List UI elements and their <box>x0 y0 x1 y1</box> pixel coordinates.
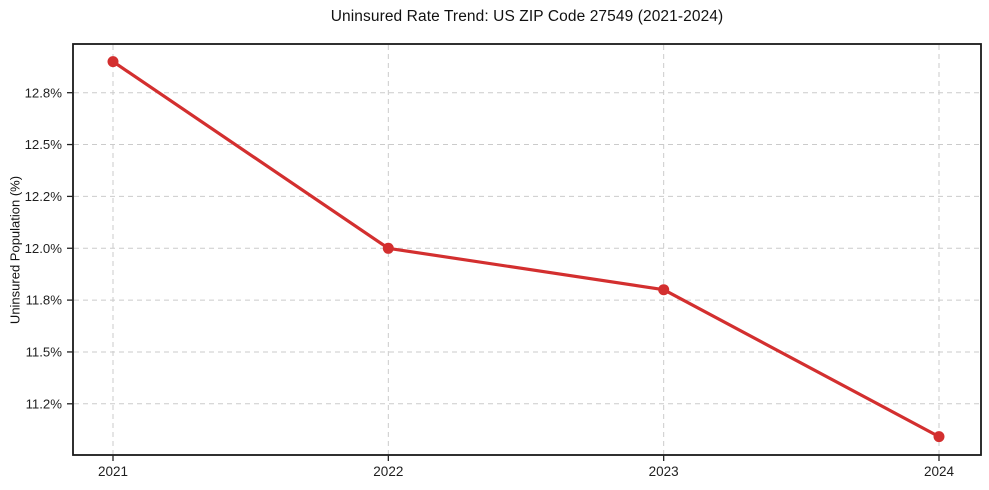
y-tick-label: 11.2% <box>26 396 63 411</box>
y-tick-label: 11.5% <box>26 345 63 360</box>
x-tick-label: 2024 <box>924 464 955 479</box>
axes-spines <box>72 43 982 456</box>
y-tick-label: 12.0% <box>25 241 63 256</box>
y-tick-label: 12.8% <box>25 85 63 100</box>
y-tick-label: 11.8% <box>26 293 63 308</box>
data-point-marker <box>933 431 945 443</box>
x-tick-label: 2023 <box>649 464 679 479</box>
data-point-marker <box>658 284 670 296</box>
chart-title: Uninsured Rate Trend: US ZIP Code 27549 … <box>330 8 724 25</box>
y-tick-label: 12.2% <box>25 189 63 204</box>
data-point-marker <box>382 242 394 254</box>
data-point-marker <box>107 56 119 68</box>
x-tick-label: 2022 <box>373 464 403 479</box>
trend-line <box>111 59 941 439</box>
x-tick-label: 2021 <box>98 464 128 479</box>
y-tick-label: 12.5% <box>25 137 63 152</box>
